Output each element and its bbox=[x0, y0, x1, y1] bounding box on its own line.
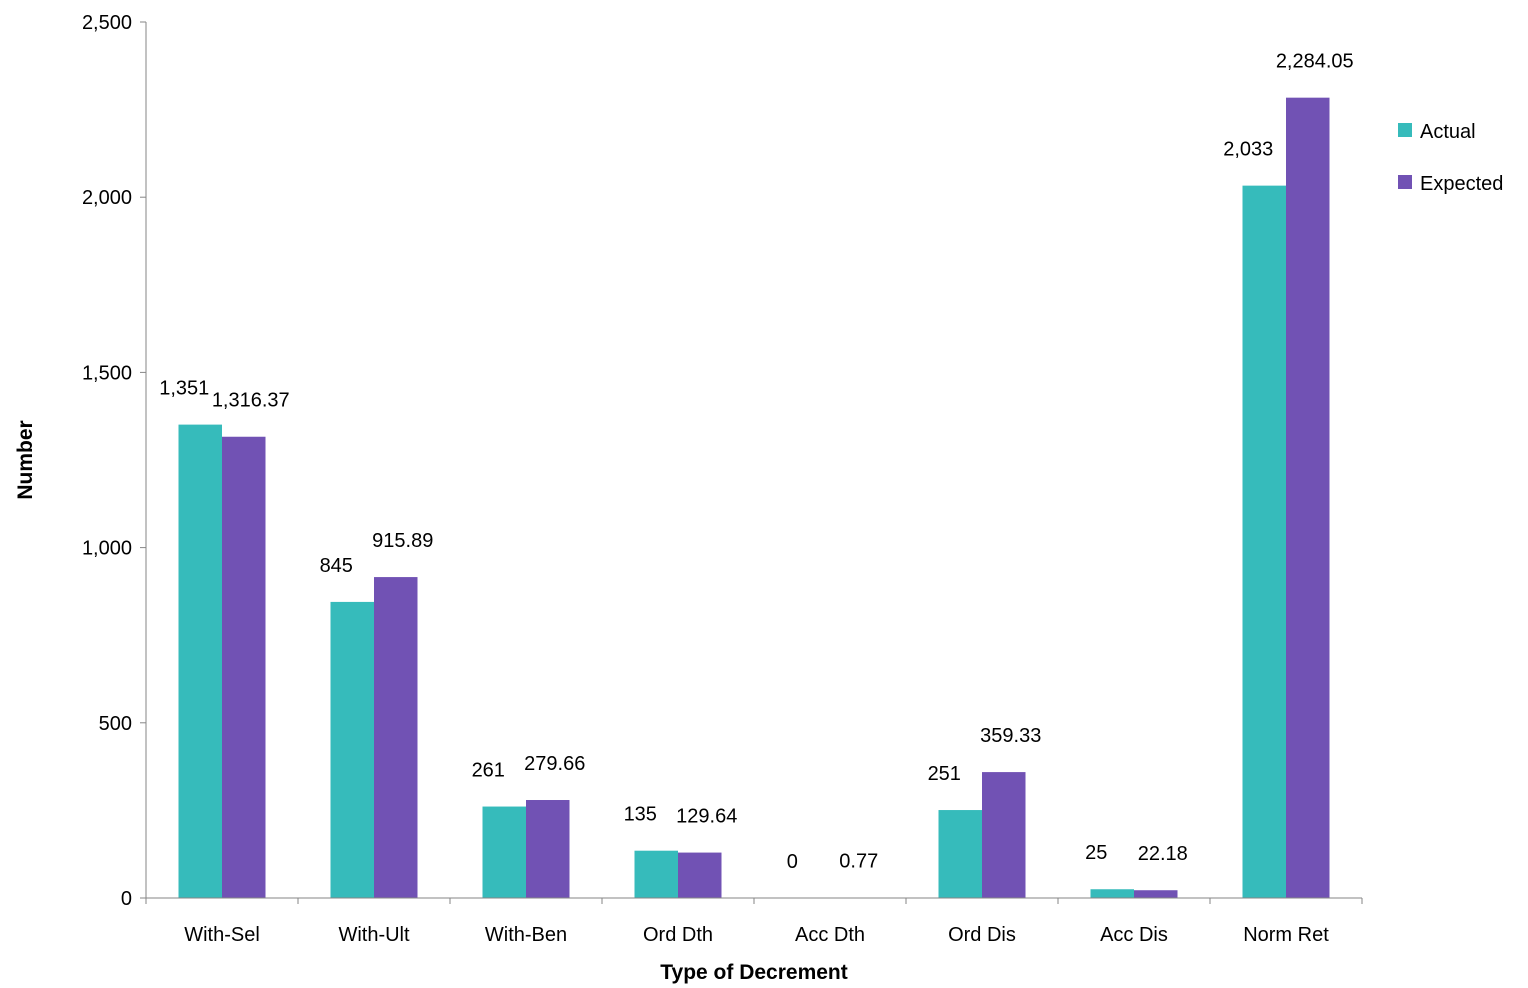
bar-expected bbox=[1134, 890, 1178, 898]
y-tick-label: 2,500 bbox=[82, 12, 132, 34]
legend-label-expected: Expected bbox=[1420, 173, 1503, 195]
data-label-expected: 1,316.37 bbox=[212, 390, 290, 412]
x-tick-label: With-Ult bbox=[338, 924, 410, 946]
x-axis-ticks: With-Sel With-Ult With-Ben Ord Dth Acc Dth Or… bbox=[145, 898, 1363, 946]
data-label-actual: 135 bbox=[624, 804, 657, 826]
data-label-actual: 251 bbox=[928, 763, 961, 785]
bar-actual bbox=[330, 601, 374, 898]
data-label-expected: 129.64 bbox=[676, 806, 737, 828]
bar-expected bbox=[678, 852, 722, 898]
bar-expected bbox=[526, 800, 570, 898]
bar-expected bbox=[374, 577, 418, 898]
data-label-expected: 22.18 bbox=[1138, 843, 1188, 865]
bar-actual bbox=[482, 806, 526, 898]
bar-actual bbox=[1090, 889, 1134, 898]
data-label-expected: 0.77 bbox=[839, 851, 878, 873]
bar-expected bbox=[1286, 97, 1330, 898]
data-labels-layer: 1,351 845 261 135 0 251 25 2,033 1,316.37 915.89 2… bbox=[159, 51, 1353, 873]
data-label-actual: 25 bbox=[1085, 842, 1107, 864]
y-tick-label: 1,000 bbox=[82, 538, 132, 560]
y-tick-label: 2,000 bbox=[82, 187, 132, 209]
bar-actual bbox=[634, 850, 678, 898]
x-tick-label: Ord Dis bbox=[948, 924, 1016, 946]
y-axis-ticks: 0 500 1,000 1,500 2,000 2,500 bbox=[82, 12, 146, 910]
legend-swatch-actual bbox=[1398, 123, 1412, 137]
data-label-actual: 845 bbox=[320, 555, 353, 577]
data-label-actual: 0 bbox=[787, 851, 798, 873]
data-label-actual: 261 bbox=[472, 760, 505, 782]
data-label-actual: 2,033 bbox=[1223, 139, 1273, 161]
data-label-expected: 2,284.05 bbox=[1276, 51, 1354, 73]
bar-expected bbox=[982, 772, 1026, 898]
data-label-expected: 279.66 bbox=[524, 753, 585, 775]
legend: Actual Expected bbox=[1398, 121, 1503, 195]
legend-swatch-expected bbox=[1398, 175, 1412, 189]
bars-layer bbox=[178, 97, 1330, 899]
bar-actual bbox=[1242, 185, 1286, 899]
x-axis-title: Type of Decrement bbox=[660, 961, 848, 984]
y-tick-label: 1,500 bbox=[82, 362, 132, 384]
x-tick-label: Norm Ret bbox=[1243, 924, 1329, 946]
data-label-expected: 359.33 bbox=[980, 725, 1041, 747]
y-tick-label: 0 bbox=[121, 888, 132, 910]
x-tick-label: With-Ben bbox=[485, 924, 567, 946]
legend-label-actual: Actual bbox=[1420, 121, 1476, 143]
x-tick-label: Ord Dth bbox=[643, 924, 713, 946]
bar-actual bbox=[178, 424, 222, 898]
data-label-actual: 1,351 bbox=[159, 378, 209, 400]
y-tick-label: 500 bbox=[99, 713, 132, 735]
data-label-expected: 915.89 bbox=[372, 530, 433, 552]
x-tick-label: Acc Dth bbox=[795, 924, 865, 946]
y-axis-title: Number bbox=[14, 420, 37, 499]
x-tick-label: Acc Dis bbox=[1100, 924, 1168, 946]
bar-actual bbox=[938, 810, 982, 898]
x-tick-label: With-Sel bbox=[184, 924, 260, 946]
bar-expected bbox=[222, 436, 266, 898]
